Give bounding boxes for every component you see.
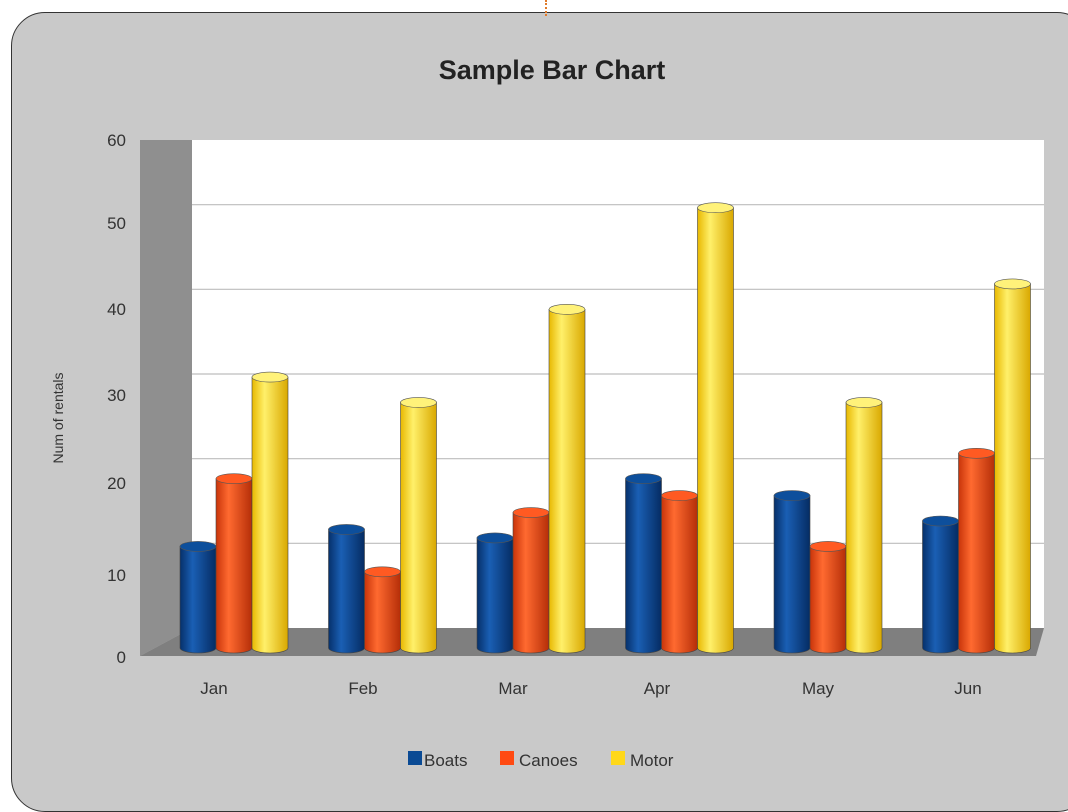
bars [179, 202, 1031, 654]
bar-cap [809, 541, 847, 552]
bar-cap [179, 541, 217, 552]
back-wall [192, 140, 1044, 628]
bar-canoes-mar [512, 507, 550, 654]
bar-body [958, 452, 995, 654]
bar-body [625, 478, 662, 654]
bar-body [400, 402, 437, 654]
bar-cap [251, 371, 289, 383]
bar-cap [661, 490, 698, 501]
bar-body [548, 309, 586, 654]
bar-cap [548, 304, 586, 315]
bar-body [215, 478, 253, 654]
bar-body [512, 512, 550, 654]
bar-body [328, 529, 365, 654]
bar-chart: Sample Bar Chart 0 10 20 30 40 50 60 Num… [50, 55, 1044, 770]
bar-canoes-jun [958, 447, 995, 654]
x-tick-label: Feb [348, 679, 377, 698]
x-tick-label: Mar [498, 679, 528, 698]
bar-cap [773, 490, 811, 501]
bar-cap [476, 532, 514, 544]
bar-body [179, 546, 217, 654]
bar-canoes-apr [661, 490, 698, 654]
x-tick-label: May [802, 679, 835, 698]
bar-body [364, 571, 401, 654]
bar-boats-feb [328, 524, 365, 654]
y-tick-label: 10 [107, 566, 126, 585]
x-axis-ticks: Jan Feb Mar Apr May Jun [200, 679, 981, 698]
bar-motor-jan [251, 371, 289, 654]
legend-swatch-motor [611, 751, 625, 765]
y-tick-label: 60 [107, 131, 126, 150]
bar-body [922, 520, 959, 654]
y-tick-label: 40 [107, 300, 126, 319]
y-tick-label: 0 [117, 648, 126, 667]
chart-title: Sample Bar Chart [439, 55, 666, 85]
bar-cap [625, 473, 662, 484]
legend-label: Canoes [519, 751, 578, 770]
bar-body [994, 283, 1031, 654]
legend: Boats Canoes Motor [408, 751, 674, 770]
bar-cap [400, 397, 437, 408]
y-tick-label: 20 [107, 474, 126, 493]
bar-boats-jan [179, 541, 217, 654]
bar-body [661, 495, 698, 654]
bar-body [773, 495, 811, 654]
bar-cap [922, 515, 959, 527]
side-wall [140, 140, 192, 656]
bar-body [809, 546, 847, 654]
bar-boats-mar [476, 532, 514, 654]
gridlines [192, 204, 1044, 544]
bar-body [251, 376, 289, 654]
bar-canoes-feb [364, 566, 401, 654]
bar-motor-mar [548, 304, 586, 654]
bar-cap [328, 524, 365, 535]
bar-cap [364, 566, 401, 578]
legend-label: Motor [630, 751, 674, 770]
y-axis-label: Num of rentals [50, 372, 66, 463]
x-tick-label: Apr [644, 679, 671, 698]
y-tick-label: 30 [107, 386, 126, 405]
bar-body [476, 537, 514, 654]
bar-cap [697, 202, 734, 214]
bar-cap [512, 507, 550, 518]
y-tick-label: 50 [107, 214, 126, 233]
bar-motor-apr [697, 202, 734, 654]
x-tick-label: Jan [200, 679, 227, 698]
bar-body [845, 402, 883, 654]
bar-cap [215, 473, 253, 484]
bar-boats-may [773, 490, 811, 654]
legend-swatch-boats [408, 751, 422, 765]
bar-body [697, 207, 734, 654]
bar-cap [958, 447, 995, 459]
bar-cap [845, 397, 883, 408]
y-axis-ticks: 0 10 20 30 40 50 60 [107, 131, 126, 667]
bar-canoes-jan [215, 473, 253, 654]
top-marker [545, 0, 549, 16]
bar-motor-jun [994, 278, 1031, 654]
bar-motor-feb [400, 397, 437, 654]
bar-motor-may [845, 397, 883, 654]
x-tick-label: Jun [954, 679, 981, 698]
legend-swatch-canoes [500, 751, 514, 765]
bar-canoes-may [809, 541, 847, 654]
bar-boats-jun [922, 515, 959, 654]
bar-cap [994, 278, 1031, 290]
bar-boats-apr [625, 473, 662, 654]
legend-label: Boats [424, 751, 467, 770]
